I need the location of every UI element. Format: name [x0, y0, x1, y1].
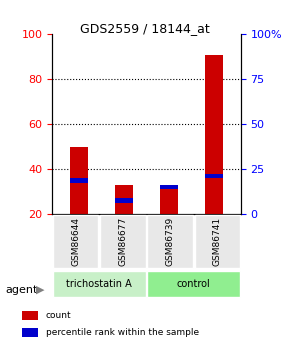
Bar [160, 185, 178, 189]
Text: GSM86741: GSM86741 [213, 217, 222, 266]
Text: percentile rank within the sample: percentile rank within the sample [46, 328, 199, 337]
FancyBboxPatch shape [195, 215, 240, 268]
Bar [205, 55, 223, 214]
Text: GDS2559 / 18144_at: GDS2559 / 18144_at [80, 22, 210, 36]
FancyBboxPatch shape [53, 215, 98, 268]
Bar [70, 147, 88, 214]
Bar [70, 178, 88, 183]
FancyBboxPatch shape [53, 270, 146, 297]
FancyBboxPatch shape [147, 215, 193, 268]
Bar [22, 311, 38, 320]
Bar [115, 198, 133, 203]
Bar [22, 328, 38, 337]
Text: GSM86677: GSM86677 [118, 217, 127, 266]
Bar [205, 174, 223, 178]
Text: agent: agent [6, 285, 38, 295]
Text: GSM86739: GSM86739 [166, 217, 175, 266]
Text: control: control [177, 279, 211, 289]
Text: ▶: ▶ [36, 285, 45, 295]
Bar [160, 189, 178, 214]
Text: count: count [46, 311, 71, 320]
FancyBboxPatch shape [100, 215, 146, 268]
Text: trichostatin A: trichostatin A [66, 279, 132, 289]
Bar [115, 185, 133, 214]
Text: GSM86644: GSM86644 [71, 217, 80, 266]
FancyBboxPatch shape [147, 270, 240, 297]
